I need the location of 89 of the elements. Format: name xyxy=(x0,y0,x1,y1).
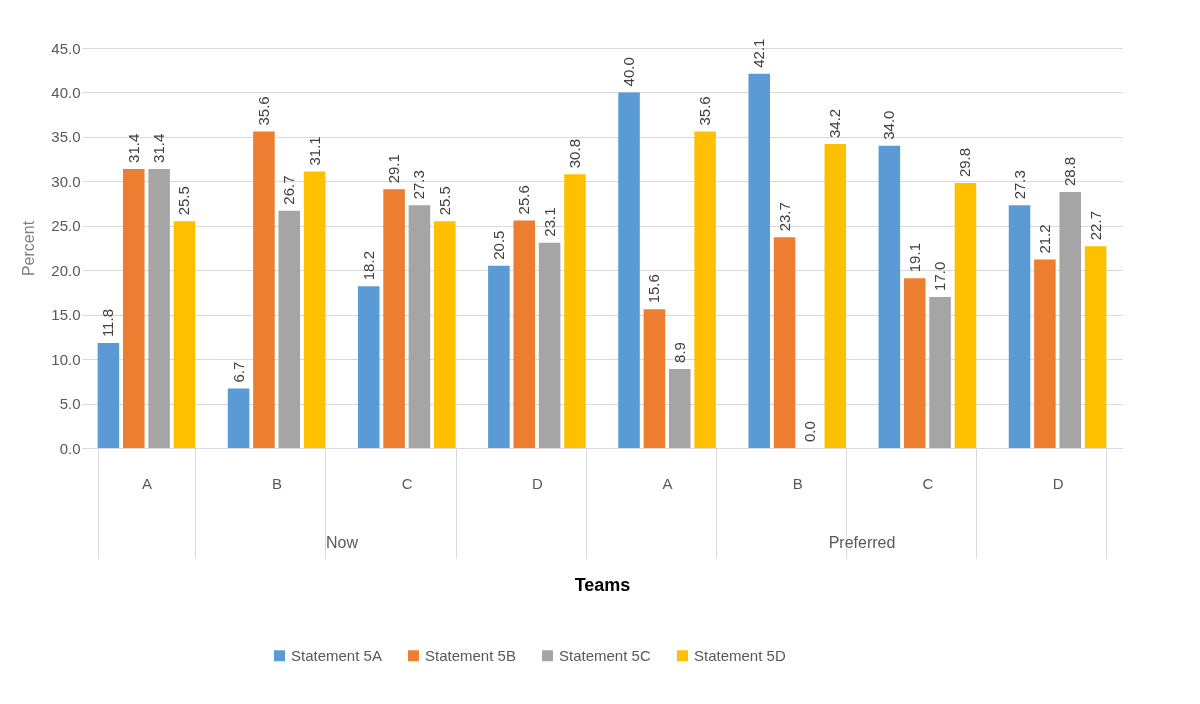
y-tick-label: 20.0 xyxy=(51,261,81,279)
y-tick-label: 0.0 xyxy=(59,439,81,457)
bar xyxy=(878,145,901,448)
data-label: 20.5 xyxy=(489,230,507,260)
data-label: 31.4 xyxy=(124,133,142,163)
bar xyxy=(227,388,250,448)
data-label: 25.5 xyxy=(435,186,453,216)
data-label: 25.6 xyxy=(515,185,533,215)
bar xyxy=(408,205,431,448)
y-tick-label: 40.0 xyxy=(51,83,81,101)
data-label: 28.8 xyxy=(1061,156,1079,186)
bar xyxy=(748,73,770,448)
data-label: 23.1 xyxy=(540,207,558,237)
bar xyxy=(954,183,977,448)
x-axis-title: Teams xyxy=(574,574,631,595)
data-label: 25.5 xyxy=(175,186,193,216)
bar xyxy=(434,221,456,448)
x-tick-label: A xyxy=(141,474,152,492)
data-label: 17.0 xyxy=(931,261,949,291)
data-label: 11.8 xyxy=(99,309,117,338)
data-label: 29.1 xyxy=(385,154,403,184)
y-tick-label: 25.0 xyxy=(51,217,81,235)
bar xyxy=(618,92,640,448)
bar xyxy=(1008,205,1031,448)
bar xyxy=(903,278,926,448)
y-axis-title: Percent xyxy=(20,220,38,277)
data-label: 31.4 xyxy=(150,133,168,163)
text: Now xyxy=(325,534,359,551)
bar xyxy=(694,131,716,448)
bar xyxy=(513,220,536,448)
bar xyxy=(278,210,301,448)
y-tick-label: 5.0 xyxy=(59,395,81,413)
bar xyxy=(1084,246,1107,448)
data-label: 21.2 xyxy=(1035,224,1053,254)
bar xyxy=(668,368,691,448)
bar xyxy=(357,286,380,448)
data-label: 26.7 xyxy=(280,175,298,205)
bar xyxy=(97,343,120,448)
data-label: 23.7 xyxy=(775,202,793,232)
bar xyxy=(643,309,666,448)
y-tick-label: 35.0 xyxy=(51,128,81,146)
x-tick-label: C xyxy=(922,474,934,492)
bar xyxy=(773,237,796,448)
data-label: 35.6 xyxy=(254,96,272,126)
data-label: 40.0 xyxy=(620,57,638,87)
data-label: 29.8 xyxy=(956,147,974,178)
y-tick-label: 30.0 xyxy=(51,172,81,190)
y-tick-label: 15.0 xyxy=(51,306,81,324)
bar xyxy=(488,265,510,448)
data-label: 34.2 xyxy=(826,108,844,138)
data-label: 18.2 xyxy=(359,251,377,281)
bar xyxy=(303,171,326,448)
bar xyxy=(564,174,586,448)
bar xyxy=(173,221,196,448)
data-label: 19.1 xyxy=(905,243,923,273)
bar xyxy=(538,242,561,448)
legend-label: Statement 5A xyxy=(291,646,382,664)
text: Preferred xyxy=(828,534,896,551)
bar xyxy=(122,168,145,448)
bar xyxy=(929,296,951,448)
data-label: 30.8 xyxy=(565,139,583,169)
data-label: 31.1 xyxy=(305,136,323,166)
data-label: 27.3 xyxy=(410,170,428,200)
data-label: 8.9 xyxy=(670,342,688,363)
data-label: 35.6 xyxy=(696,96,714,126)
bar xyxy=(1034,259,1056,448)
data-label: 42.1 xyxy=(750,38,768,68)
data-label: 34.0 xyxy=(880,110,898,140)
x-tick-label: C xyxy=(401,474,413,492)
data-label: 22.7 xyxy=(1086,211,1104,241)
bar xyxy=(148,168,170,448)
x-tick-label: B xyxy=(272,474,283,492)
data-label: 15.6 xyxy=(645,274,663,304)
data-label: 27.3 xyxy=(1010,170,1028,200)
legend-label: Statement 5D xyxy=(694,646,786,664)
y-tick-label: 10.0 xyxy=(51,350,81,368)
x-tick-label: D xyxy=(1052,474,1064,492)
bar xyxy=(1059,192,1082,448)
data-label: 6.7 xyxy=(229,361,247,383)
y-tick-label: 45.0 xyxy=(51,39,81,57)
x-tick-label: A xyxy=(662,474,673,492)
bar xyxy=(383,189,405,448)
legend-label: Statement 5B xyxy=(425,646,516,664)
bar xyxy=(824,144,847,448)
x-tick-label: B xyxy=(792,474,803,492)
x-tick-label: D xyxy=(532,474,543,492)
bar xyxy=(253,131,275,448)
data-label: 0.0 xyxy=(800,421,818,442)
legend-label: Statement 5C xyxy=(559,646,651,664)
